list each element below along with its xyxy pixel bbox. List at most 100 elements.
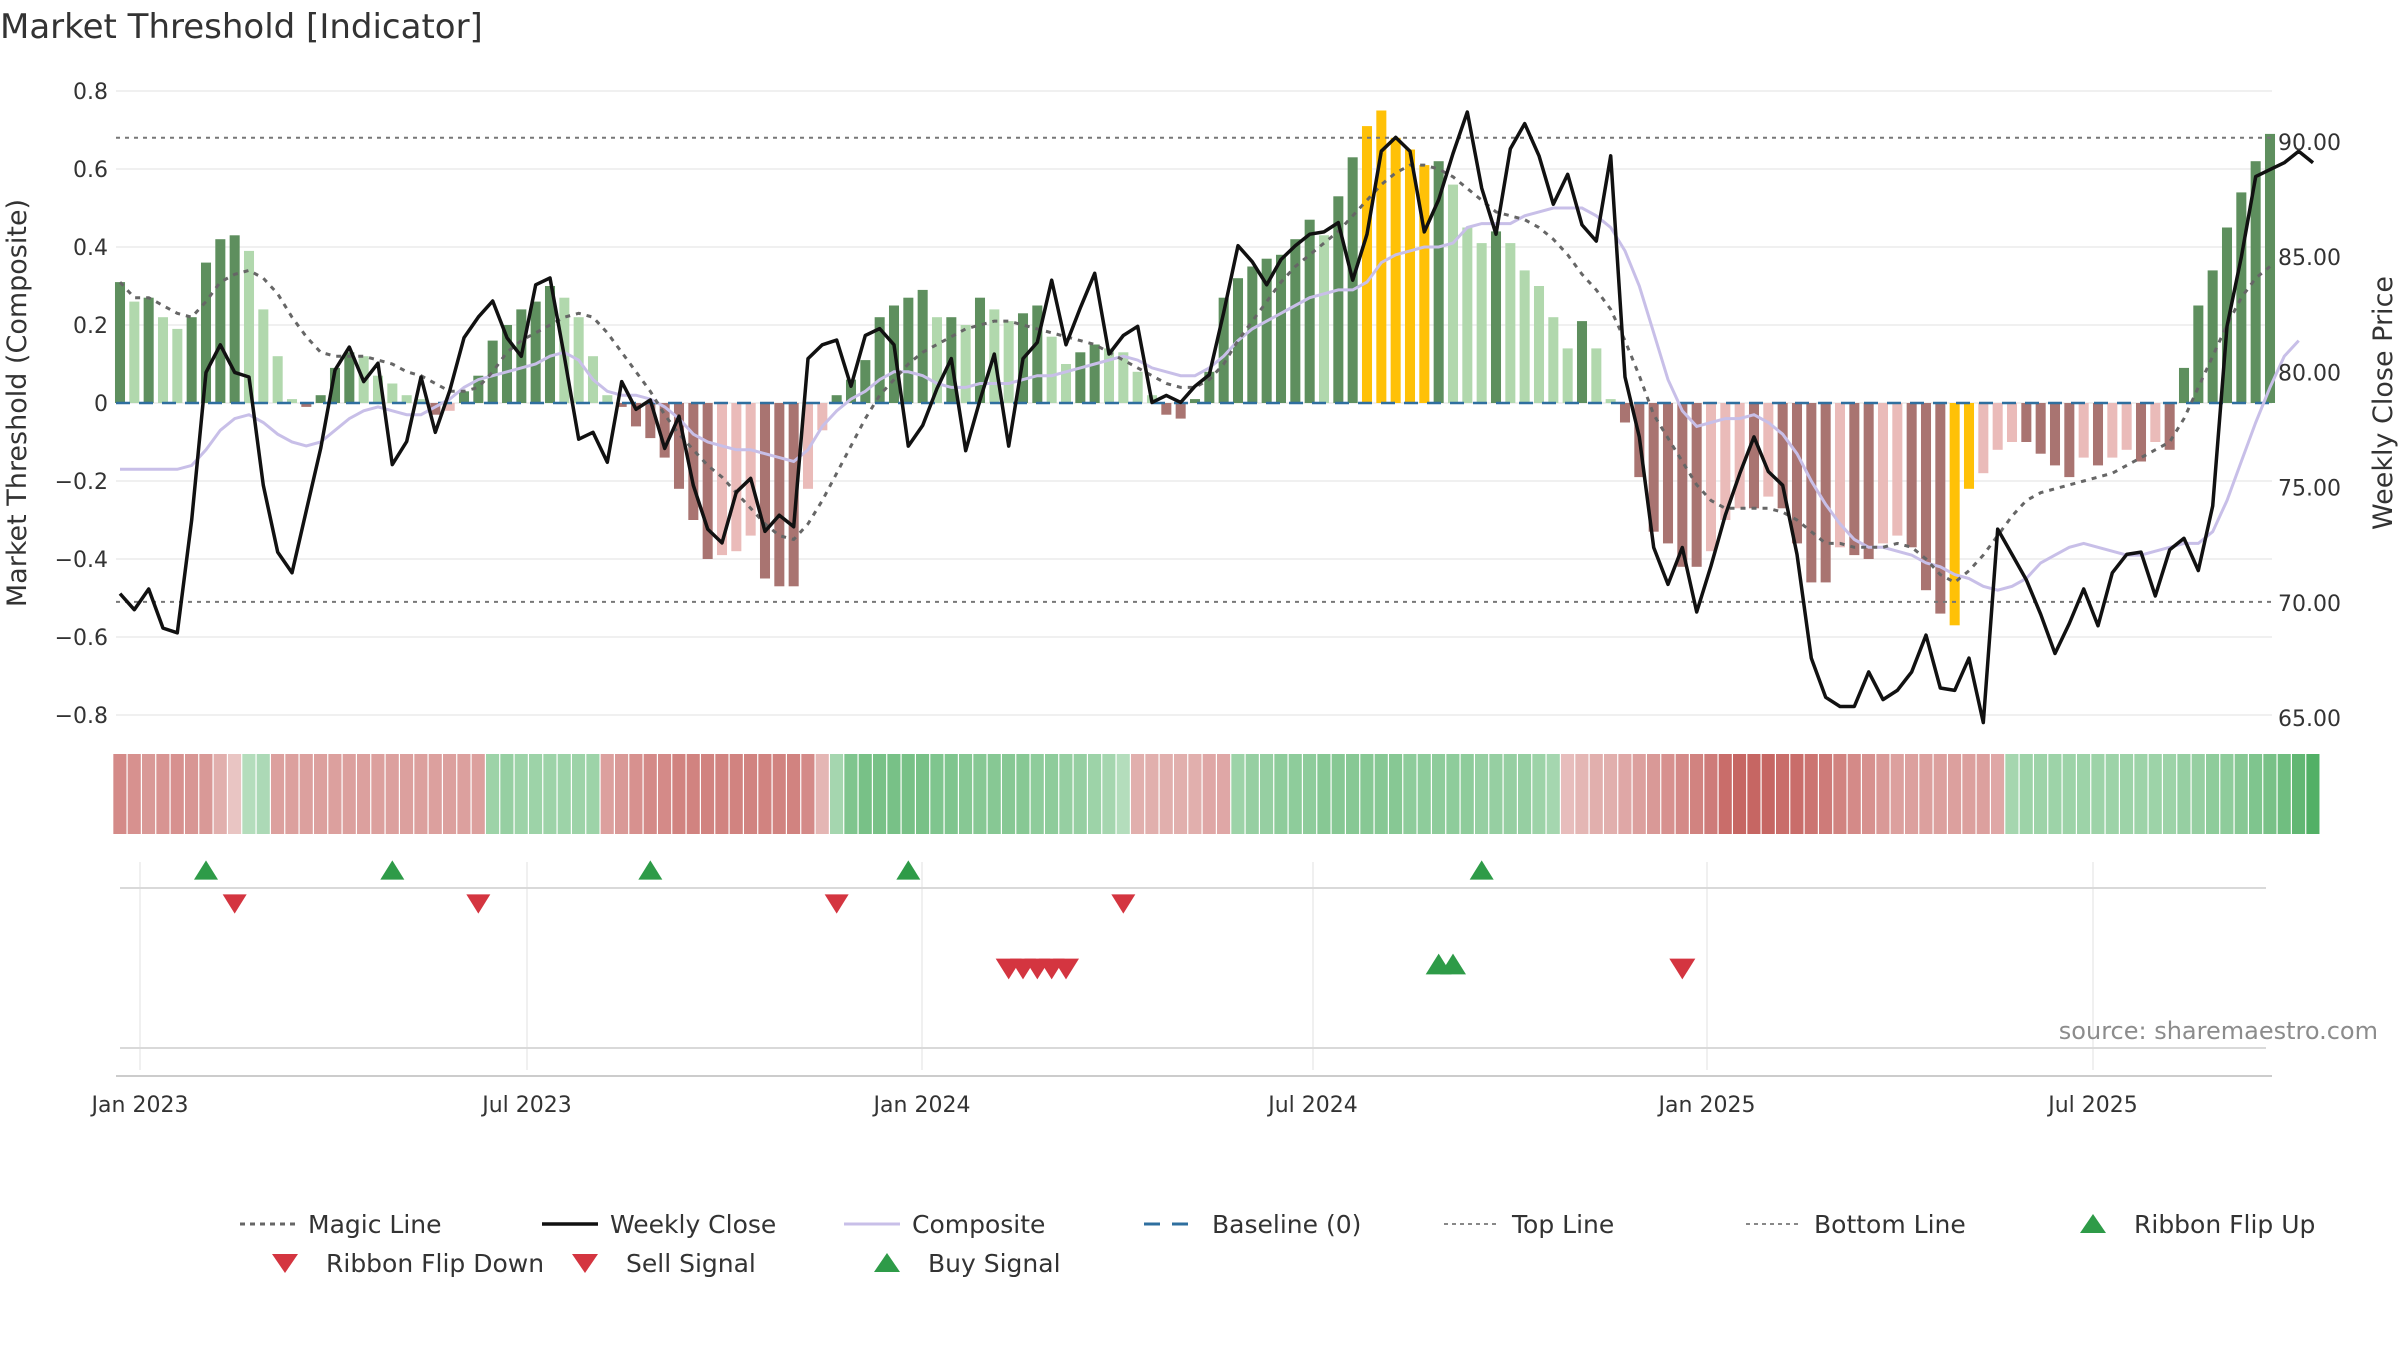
legend-label: Top Line <box>1511 1210 1614 1239</box>
ribbon-cell <box>1661 754 1675 834</box>
histogram-bar <box>186 317 197 403</box>
ribbon-cell <box>2191 754 2205 834</box>
ribbon-cell <box>801 754 815 834</box>
histogram-bar <box>1748 403 1760 509</box>
sell-signal-marker <box>222 894 247 914</box>
histogram-bar <box>415 399 427 403</box>
ribbon-cell <box>271 754 285 834</box>
legend-item: Ribbon Flip Down <box>272 1249 544 1278</box>
right-tick-label: 85.00 <box>2278 246 2341 271</box>
ribbon-cell <box>486 754 500 834</box>
histogram-bar <box>1390 137 1401 404</box>
histogram-bar <box>1089 344 1100 403</box>
histogram-bar <box>874 317 885 403</box>
histogram-bar <box>602 395 613 403</box>
histogram-bar <box>2250 161 2261 403</box>
ribbon-cell <box>242 754 256 834</box>
ribbon-cell <box>1245 754 1259 834</box>
ribbon-cell <box>228 754 242 834</box>
legend-item: Magic Line <box>240 1210 442 1239</box>
histogram-bar <box>200 262 212 403</box>
ribbon-cell <box>930 754 944 834</box>
histogram-bar <box>1376 110 1387 403</box>
ribbon-cell <box>944 754 958 834</box>
histogram-bar <box>1605 399 1616 403</box>
ribbon-cell <box>199 754 213 834</box>
ribbon-cell <box>185 754 199 834</box>
histogram-bar <box>1863 403 1874 559</box>
ribbon-cell <box>1532 754 1546 834</box>
right-tick-label: 70.00 <box>2278 592 2341 617</box>
histogram-bar <box>1490 231 1502 403</box>
ribbon-cell <box>1675 754 1689 834</box>
ribbon-cell <box>772 754 786 834</box>
ribbon-cell <box>1804 754 1818 834</box>
histogram-bar <box>1161 403 1172 415</box>
ribbon-cell <box>2062 754 2076 834</box>
ribbon-cell <box>701 754 715 834</box>
ribbon-cell <box>1546 754 1560 834</box>
x-tick-label: Jul 2023 <box>480 1093 572 1118</box>
histogram-bar <box>1247 266 1258 403</box>
ribbon-cell <box>572 754 586 834</box>
legend-item: Baseline (0) <box>1144 1210 1361 1239</box>
histogram-bar <box>802 403 814 489</box>
ribbon-cell <box>1718 754 1732 834</box>
histogram-bar <box>759 403 771 579</box>
right-axis-label: Weekly Close Price <box>2368 276 2399 530</box>
ribbon-cell <box>1647 754 1661 834</box>
ribbon-cell <box>787 754 801 834</box>
ribbon-cell <box>400 754 414 834</box>
ribbon-cell <box>213 754 227 834</box>
histogram-bar <box>1791 403 1803 544</box>
ribbon-cell <box>844 754 858 834</box>
histogram-bar <box>243 250 255 403</box>
left-tick-label: −0.2 <box>55 470 108 495</box>
ribbon-cell <box>1962 754 1976 834</box>
histogram-bar <box>229 235 240 403</box>
histogram-bar <box>329 367 341 403</box>
ribbon-cell <box>1618 754 1632 834</box>
ribbon-cell <box>830 754 844 834</box>
ribbon-cell <box>457 754 471 834</box>
histogram-bar <box>1619 403 1631 423</box>
legend-label: Ribbon Flip Down <box>326 1249 544 1278</box>
ribbon-cell <box>873 754 887 834</box>
ribbon-cell <box>1331 754 1345 834</box>
histogram-bar <box>1892 403 1903 536</box>
ribbon-cell <box>2249 754 2263 834</box>
series-lines <box>116 110 2315 725</box>
ribbon-cell <box>1188 754 1202 834</box>
histogram-bar <box>1361 126 1373 403</box>
histogram-bar <box>1906 403 1917 548</box>
histogram-bar <box>2107 403 2118 458</box>
histogram-bar <box>1992 403 2003 450</box>
histogram-bar <box>1677 403 1688 567</box>
histogram-bar <box>1218 297 1229 403</box>
histogram-bar <box>430 403 441 415</box>
histogram-bar <box>1519 270 1530 403</box>
ribbon-cell <box>1991 754 2005 834</box>
sell-signal-marker <box>824 894 849 914</box>
histogram-bar <box>673 403 685 489</box>
histogram-bar <box>2078 403 2089 458</box>
ribbon-cell <box>543 754 557 834</box>
ribbon-cell <box>127 754 141 834</box>
x-tick-label: Jan 2025 <box>1657 1093 1756 1118</box>
histogram-bar <box>444 403 455 411</box>
ribbon-cell <box>1174 754 1188 834</box>
buy-signal-marker <box>896 860 921 880</box>
ribbon-cell <box>1632 754 1646 834</box>
ribbon-cell <box>1102 754 1116 834</box>
histogram-bar <box>1447 184 1459 403</box>
histogram-bar <box>1720 403 1731 520</box>
ribbon-cell <box>1073 754 1087 834</box>
histogram-bar <box>630 403 642 427</box>
histogram-bar <box>974 297 986 403</box>
x-tick-label: Jul 2025 <box>2046 1093 2138 1118</box>
histogram-bar <box>387 383 398 403</box>
histogram-bar <box>1290 239 1301 403</box>
ribbon-cell <box>2177 754 2191 834</box>
ribbon-cell <box>2292 754 2306 834</box>
